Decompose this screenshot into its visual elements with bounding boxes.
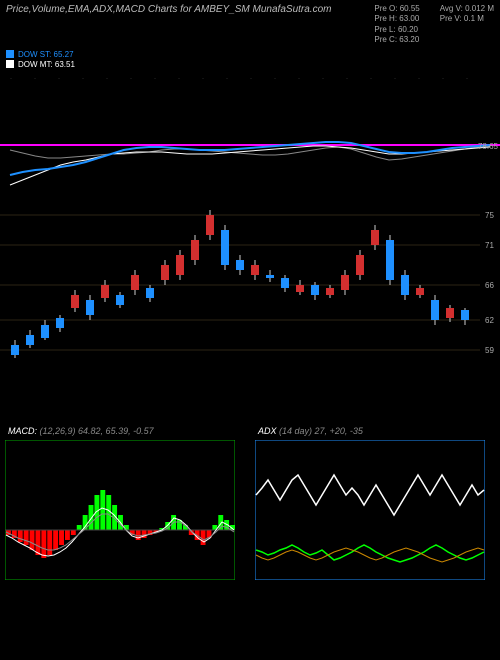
svg-text:·: ·	[442, 76, 444, 82]
svg-text:·: ·	[106, 76, 108, 82]
svg-text:·: ·	[34, 76, 36, 82]
svg-text:·: ·	[226, 76, 228, 82]
svg-text:75: 75	[485, 211, 494, 220]
macd-label: MACD:	[8, 426, 37, 436]
svg-text:66: 66	[485, 281, 494, 290]
adx-label: ADX	[258, 426, 277, 436]
svg-text:·: ·	[418, 76, 420, 82]
svg-text:·: ·	[154, 76, 156, 82]
svg-text:·: ·	[274, 76, 276, 82]
svg-text:·: ·	[58, 76, 60, 82]
svg-text:·: ·	[346, 76, 348, 82]
candle-panel: 75 71 66 62 59	[0, 200, 500, 370]
macd-panel	[5, 440, 235, 580]
ema-right-label: 78.65	[468, 142, 498, 151]
svg-text:·: ·	[10, 76, 12, 82]
chart-title: Price,Volume,EMA,ADX,MACD Charts for AMB…	[6, 4, 331, 46]
svg-text:59: 59	[485, 346, 494, 355]
ohlc-stats: Pre O: 60.55Pre H: 63.00Pre L: 60.20Pre …	[374, 4, 494, 46]
adx-sublabel: (14 day) 27, +20, -35	[279, 426, 363, 436]
adx-panel	[255, 440, 485, 580]
svg-text:71: 71	[485, 241, 494, 250]
svg-text:·: ·	[82, 76, 84, 82]
svg-text:·: ·	[178, 76, 180, 82]
svg-text:·: ·	[394, 76, 396, 82]
svg-text:·: ·	[322, 76, 324, 82]
svg-text:·: ·	[466, 76, 468, 82]
svg-text:·: ·	[130, 76, 132, 82]
svg-text:·: ·	[298, 76, 300, 82]
ema-panel: · · · · · · · · · · · · · · · · · · · · 78.65	[0, 70, 500, 190]
svg-text:·: ·	[370, 76, 372, 82]
svg-text:·: ·	[250, 76, 252, 82]
svg-text:·: ·	[202, 76, 204, 82]
svg-text:62: 62	[485, 316, 494, 325]
macd-sublabel: (12,26,9) 64.82, 65.39, -0.57	[40, 426, 154, 436]
